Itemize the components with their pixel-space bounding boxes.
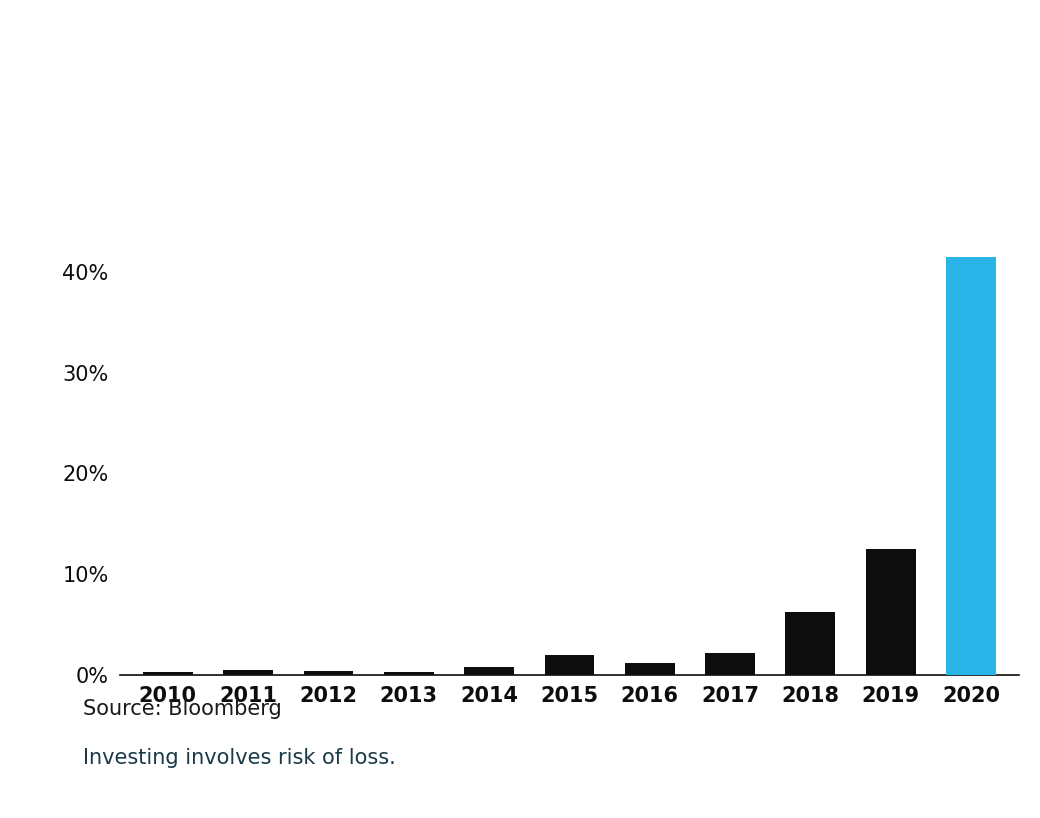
Bar (785, 613, 835, 675)
Text: Source: Bloomberg: Source: Bloomberg (83, 699, 282, 719)
Text: Investing involves risk of loss.: Investing involves risk of loss. (83, 748, 396, 768)
Bar (304, 671, 354, 675)
Bar (142, 672, 192, 675)
Bar (865, 549, 915, 675)
Bar (545, 654, 594, 675)
Bar (946, 257, 996, 675)
Bar (224, 670, 274, 675)
Bar (464, 667, 514, 675)
Bar (625, 663, 675, 675)
Bar (705, 653, 755, 675)
Bar (384, 672, 434, 675)
